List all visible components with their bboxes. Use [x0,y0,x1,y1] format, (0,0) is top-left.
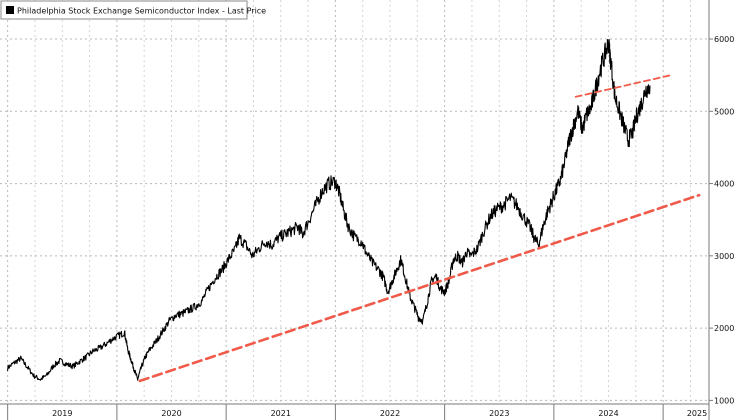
legend-box [0,0,248,20]
legend-label: Philadelphia Stock Exchange Semiconducto… [17,7,266,16]
y-tick-label: 2000 [714,324,734,333]
y-tick-label: 5000 [714,107,734,116]
x-tick-label: 2025 [687,409,707,418]
x-tick-label: 2021 [271,409,291,418]
legend: Philadelphia Stock Exchange Semiconducto… [0,0,266,20]
legend-swatch [6,6,14,14]
y-tick-label: 3000 [714,252,734,261]
y-tick-label: 1000 [714,396,734,405]
price-series-line [7,38,651,381]
x-tick-label: 2022 [380,409,400,418]
x-tick-label: 2020 [161,409,181,418]
trendline-1 [138,193,701,383]
y-tick-label: 4000 [714,180,734,189]
y-tick-label: 6000 [714,35,734,44]
x-tick-label: 2023 [489,409,509,418]
grid-layer [0,0,709,404]
series-layer [7,38,701,383]
trendline-2 [574,74,672,98]
x-tick-label: 2024 [598,409,618,418]
x-tick-label: 2019 [52,409,72,418]
